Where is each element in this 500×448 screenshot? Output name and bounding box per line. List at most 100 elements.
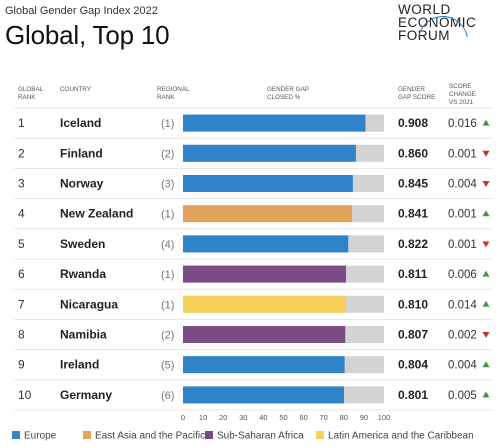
gap-closed-bar (183, 205, 353, 223)
x-tick-label: 60 (299, 413, 307, 422)
regional-rank: (4) (161, 239, 174, 251)
chart-subtitle: Global Gender Gap Index 2022 (5, 5, 158, 17)
header-regional-rank: REGIONAL RANK (157, 86, 190, 101)
up-arrow-icon (482, 270, 490, 277)
legend-swatch (83, 431, 91, 439)
wef-logo: WORLD ECONOMIC FORUM (398, 3, 488, 47)
x-tick-label: 80 (340, 413, 348, 422)
header-country: COUNTRY (60, 86, 92, 93)
up-arrow-icon (482, 210, 490, 217)
country-name: Sweden (60, 237, 105, 251)
x-tick-label: 0 (181, 413, 185, 422)
country-name: Germany (60, 388, 112, 402)
gap-score: 0.801 (398, 388, 428, 402)
gap-score: 0.811 (398, 267, 428, 281)
country-name: Namibia (60, 328, 107, 342)
gap-closed-bar (183, 235, 349, 253)
x-tick-label: 70 (320, 413, 328, 422)
country-name: Nicaragua (60, 297, 118, 311)
score-change: 0.004 (448, 179, 477, 191)
x-tick-label: 20 (219, 413, 227, 422)
regional-rank: (3) (161, 179, 174, 191)
country-name: Norway (60, 177, 104, 191)
regional-rank: (1) (161, 209, 174, 221)
down-arrow-icon (482, 181, 490, 187)
regional-rank: (1) (161, 269, 174, 281)
regional-rank: (6) (161, 390, 174, 402)
country-name: Rwanda (60, 267, 106, 281)
x-tick-label: 40 (259, 413, 267, 422)
legend-swatch (316, 431, 324, 439)
regional-rank: (2) (161, 148, 174, 160)
x-tick-label: 90 (360, 413, 368, 422)
down-arrow-icon (482, 241, 490, 248)
legend-label: Sub-Saharan Africa (217, 431, 304, 442)
global-rank: 8 (18, 328, 25, 342)
legend-label: Latin America and the Caribbean (328, 431, 474, 442)
score-change: 0.006 (448, 269, 477, 281)
up-arrow-icon (482, 391, 490, 398)
up-arrow-icon (482, 361, 490, 368)
up-arrow-icon (482, 300, 490, 307)
header-gap-score: GENDER GAP SCORE (398, 86, 436, 101)
gap-closed-bar (183, 175, 353, 192)
gap-closed-bar (183, 144, 356, 162)
x-tick-label: 30 (239, 413, 247, 422)
gap-closed-bar (183, 265, 347, 283)
global-rank: 6 (18, 267, 25, 281)
gap-closed-bar (183, 114, 366, 132)
x-tick-label: 10 (199, 413, 207, 422)
up-arrow-icon (482, 119, 490, 126)
gap-closed-bar (183, 295, 346, 313)
gap-score: 0.841 (398, 207, 428, 221)
score-change: 0.001 (448, 239, 477, 251)
gap-score: 0.845 (398, 177, 428, 191)
regional-rank: (1) (161, 299, 174, 311)
header-score-change: SCORE CHANGE VS 2021 (449, 83, 476, 106)
legend-swatch (12, 431, 20, 439)
chart-title: Global, Top 10 (5, 20, 170, 50)
gap-score: 0.822 (398, 237, 428, 251)
global-rank: 5 (18, 237, 25, 251)
global-rank: 10 (18, 388, 32, 402)
legend-swatch (205, 431, 213, 439)
gap-score: 0.804 (398, 358, 428, 372)
score-change: 0.001 (448, 148, 477, 160)
x-tick-label: 100 (378, 413, 391, 422)
down-arrow-icon (482, 150, 490, 157)
gap-score: 0.807 (398, 328, 428, 342)
global-rank: 4 (18, 207, 25, 221)
gap-closed-bar (183, 326, 346, 343)
global-rank: 7 (18, 297, 25, 311)
gap-score: 0.810 (398, 297, 428, 311)
country-name: Iceland (60, 116, 101, 130)
legend-label: East Asia and the Pacific (95, 431, 205, 442)
global-rank: 3 (18, 177, 25, 191)
score-change: 0.014 (448, 299, 477, 311)
global-rank: 9 (18, 358, 25, 372)
logo-line-1: WORLD (398, 2, 451, 17)
header-global-rank: GLOBAL RANK (18, 86, 44, 101)
score-change: 0.016 (448, 118, 477, 130)
country-name: Finland (60, 146, 103, 160)
regional-rank: (5) (161, 360, 174, 372)
global-rank: 1 (18, 116, 25, 130)
down-arrow-icon (482, 332, 490, 338)
regional-rank: (2) (161, 330, 174, 342)
header-gap-closed: GENDER GAP CLOSED % (267, 86, 309, 101)
score-change: 0.001 (448, 209, 477, 221)
score-change: 0.002 (448, 330, 477, 342)
score-change: 0.005 (448, 390, 477, 402)
x-tick-label: 50 (279, 413, 287, 422)
gap-closed-bar (183, 356, 345, 374)
country-name: New Zealand (60, 207, 133, 221)
global-rank: 2 (18, 146, 25, 160)
legend-label: Europe (24, 431, 57, 442)
score-change: 0.004 (448, 360, 477, 372)
regional-rank: (1) (161, 118, 174, 130)
gap-closed-bar (183, 386, 345, 404)
gap-score: 0.860 (398, 146, 428, 160)
country-name: Ireland (60, 358, 99, 372)
gap-score: 0.908 (398, 116, 428, 130)
